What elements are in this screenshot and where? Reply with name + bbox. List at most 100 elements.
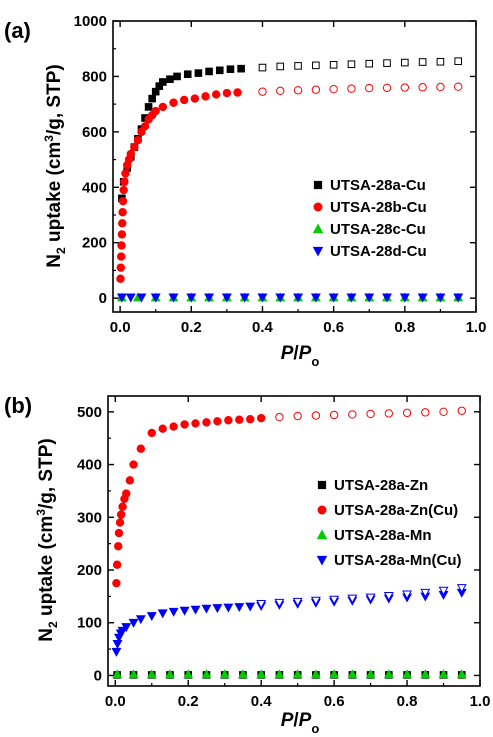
data-point-adsorption — [116, 510, 126, 519]
legend-marker — [317, 480, 327, 490]
data-point-adsorption — [456, 669, 467, 679]
data-point-adsorption — [257, 293, 268, 303]
data-point-desorption — [366, 409, 375, 419]
data-point-adsorption — [165, 669, 175, 679]
panel-b-xlabel: P/Po — [281, 710, 320, 736]
data-point-adsorption — [158, 424, 167, 433]
panel-a-series — [116, 57, 464, 303]
data-point-desorption — [258, 63, 267, 72]
data-point-adsorption — [205, 67, 213, 76]
data-point-desorption — [310, 596, 321, 606]
data-point-desorption — [384, 409, 394, 418]
series-utsa-28b-cu — [116, 82, 463, 283]
data-point-adsorption — [221, 293, 232, 303]
panel-a-xticks: 0.0 0.2 0.4 0.6 0.8 1.0 — [110, 21, 486, 336]
ylabel-sub: 2 — [54, 247, 68, 254]
y-tick-label: 1000 — [74, 13, 107, 30]
xlabel-p2: P — [299, 343, 312, 364]
data-point-desorption — [383, 592, 394, 601]
data-point-adsorption — [347, 669, 358, 679]
data-point-adsorption — [239, 293, 250, 303]
data-point-adsorption — [190, 605, 201, 615]
legend-marker — [312, 223, 324, 234]
x-tick-label: 0.2 — [178, 693, 199, 710]
legend-label: UTSA-28a-Mn — [334, 527, 432, 544]
data-point-adsorption — [346, 293, 357, 303]
data-point-desorption — [438, 586, 449, 596]
data-point-adsorption — [151, 106, 160, 116]
data-point-adsorption — [256, 669, 267, 679]
data-point-desorption — [311, 85, 321, 94]
data-point-adsorption — [159, 78, 167, 86]
data-point-adsorption — [147, 428, 156, 438]
y-tick-label: 800 — [82, 68, 107, 85]
data-point-desorption — [365, 593, 376, 603]
data-point-adsorption — [453, 293, 464, 303]
data-point-adsorption — [245, 602, 256, 612]
ylabel-n: N — [44, 254, 65, 268]
data-point-adsorption — [183, 70, 192, 79]
data-point-adsorption — [275, 293, 286, 303]
data-point-desorption — [439, 407, 448, 417]
data-point-adsorption — [204, 293, 215, 303]
data-point-desorption — [329, 60, 338, 69]
data-point-adsorption — [115, 518, 125, 527]
panel-a-legend: UTSA-28a-Cu UTSA-28b-Cu UTSA-28c-Cu UTSA-28… — [312, 177, 427, 260]
data-point-adsorption — [122, 489, 131, 498]
data-point-adsorption — [173, 72, 181, 81]
data-point-adsorption — [190, 94, 200, 103]
panel-a: (a) 0.0 0.2 0.4 0.6 0.8 1.0 0 200 400 600 800 1000… — [4, 13, 486, 369]
data-point-desorption — [275, 412, 284, 422]
data-point-adsorption — [112, 669, 123, 679]
data-point-adsorption — [114, 528, 124, 538]
legend-label: UTSA-28d-Cu — [330, 243, 427, 260]
ylabel-sup: 3 — [42, 135, 56, 142]
data-point-adsorption — [111, 647, 122, 657]
data-point-adsorption — [201, 604, 212, 614]
series-utsa-28a-mn — [112, 669, 467, 679]
data-point-desorption — [382, 83, 392, 92]
series-utsa-28a-zn-cu- — [112, 406, 466, 588]
data-point-adsorption — [121, 623, 132, 633]
data-point-adsorption — [179, 95, 189, 105]
y-tick-label: 200 — [82, 235, 107, 252]
xlabel-sub: o — [311, 354, 319, 369]
data-point-desorption — [293, 86, 303, 95]
xlabel-p1: P — [281, 343, 294, 364]
x-tick-label: 1.0 — [470, 693, 491, 710]
panel-a-xlabel: P/Po — [281, 343, 320, 369]
data-point-adsorption — [399, 293, 410, 303]
data-point-desorption — [329, 84, 338, 94]
legend-label: UTSA-28a-Cu — [330, 177, 426, 194]
data-point-adsorption — [420, 669, 431, 679]
data-point-desorption — [456, 584, 467, 594]
data-point-adsorption — [133, 135, 143, 145]
x-tick-label: 0.4 — [251, 693, 273, 710]
data-point-adsorption — [215, 66, 224, 75]
data-point-desorption — [402, 408, 412, 418]
data-point-adsorption — [112, 640, 123, 649]
legend-marker — [313, 180, 323, 190]
x-tick-label: 0.0 — [110, 319, 131, 336]
data-point-desorption — [457, 406, 466, 415]
data-point-desorption — [365, 83, 374, 93]
data-point-adsorption — [117, 230, 127, 239]
data-point-desorption — [256, 599, 267, 609]
data-point-adsorption — [117, 241, 126, 250]
data-point-adsorption — [120, 177, 129, 186]
xlabel-sub: o — [311, 721, 319, 736]
data-point-adsorption — [179, 606, 190, 616]
data-point-adsorption — [191, 419, 200, 428]
y-tick-label: 0 — [94, 667, 102, 684]
legend-label: UTSA-28a-Zn(Cu) — [334, 502, 458, 519]
panel-a-frame — [112, 20, 477, 313]
panel-b-yticks: 0 100 200 300 400 500 — [77, 404, 480, 684]
data-point-desorption — [276, 62, 285, 71]
data-point-adsorption — [118, 196, 128, 206]
panel-b-legend: UTSA-28a-Zn UTSA-28a-Zn(Cu) UTSA-28a-Mn UTS… — [316, 477, 462, 569]
x-tick-label: 0.8 — [394, 319, 415, 336]
ylabel-n: N — [36, 628, 57, 642]
data-point-adsorption — [126, 149, 135, 159]
y-tick-label: 600 — [82, 124, 107, 141]
series-utsa-28d-cu — [116, 293, 464, 303]
